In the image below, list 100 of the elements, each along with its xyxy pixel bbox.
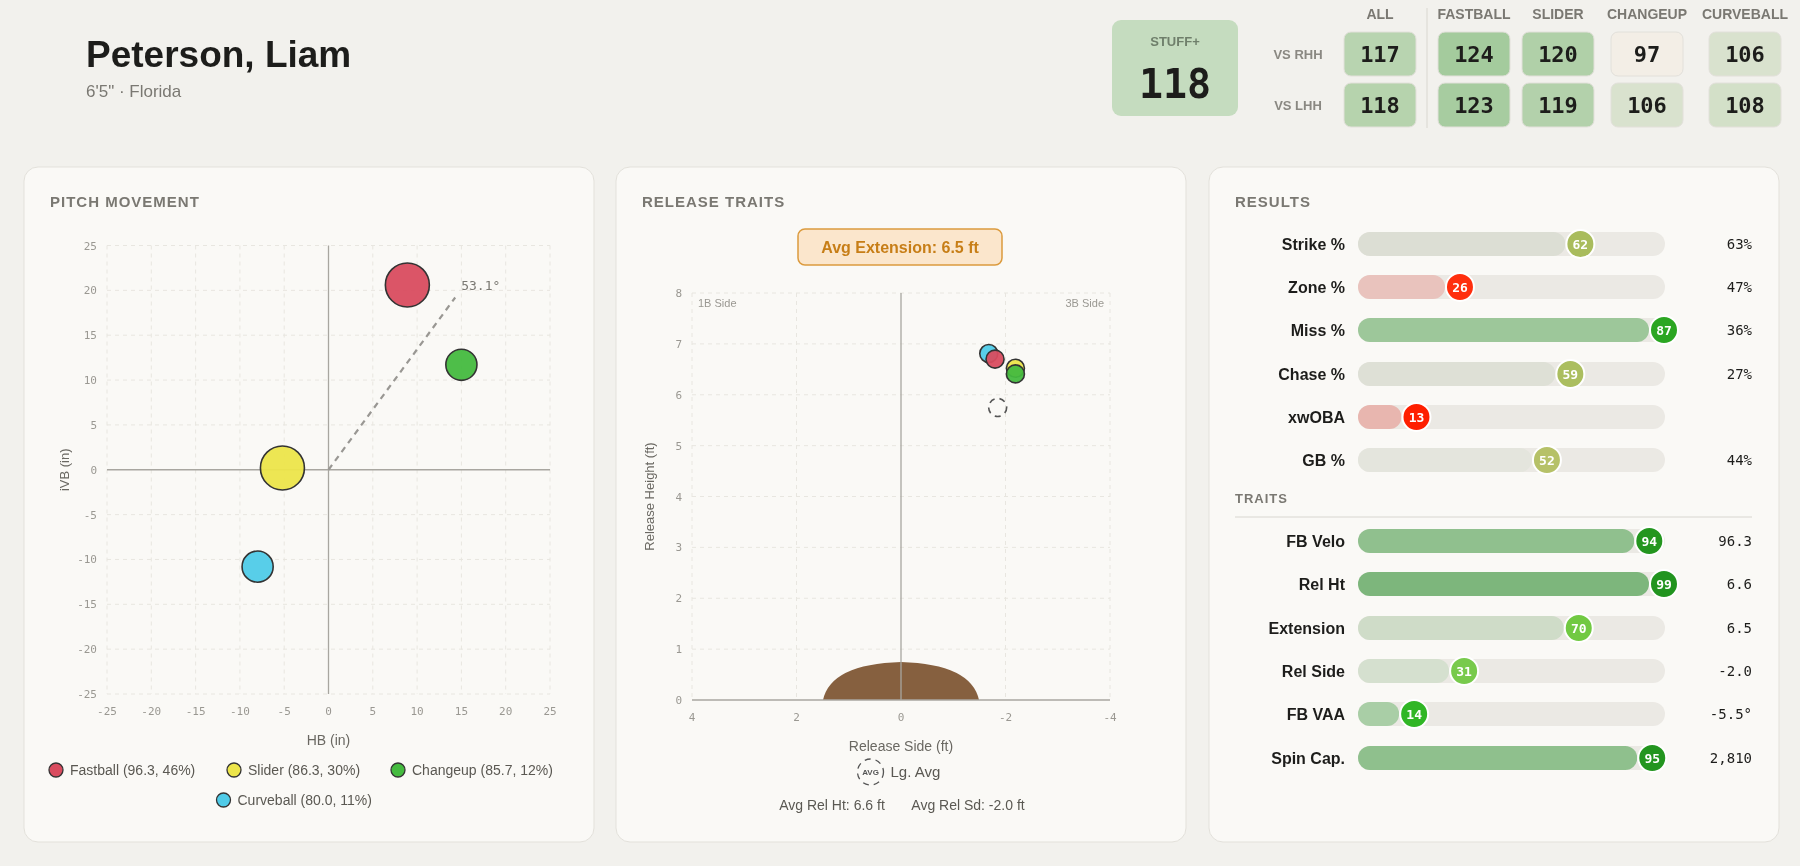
text: -2.0 <box>1718 663 1752 679</box>
text: AVG <box>862 768 879 777</box>
x-tick-label: 0 <box>325 705 332 718</box>
data-label: 108 <box>1725 93 1765 118</box>
chart-title: PITCH MOVEMENT <box>50 193 200 210</box>
text: 44% <box>1726 452 1753 468</box>
y-tick-label: 20 <box>83 284 97 298</box>
x-tick-label: -2 <box>998 711 1013 724</box>
y-tick-label: 10 <box>83 374 97 388</box>
text: Avg Rel Sd: -2.0 ft <box>911 797 1025 813</box>
y-tick-label: -10 <box>77 553 97 567</box>
data-label: 13 <box>1408 410 1425 425</box>
data-label: 120 <box>1538 42 1578 67</box>
y-tick-label: 25 <box>83 239 97 253</box>
y-tick-label: 3 <box>675 541 682 555</box>
y-tick-label: Rel Ht <box>1298 576 1346 593</box>
text: 27% <box>1726 366 1753 382</box>
text: 6'5" · Florida <box>86 82 182 101</box>
text: Peterson, Liam <box>86 34 352 75</box>
y-tick-label: 15 <box>83 329 97 343</box>
legend-label: Slider (86.3, 30%) <box>248 762 361 778</box>
y-tick-label: FB Velo <box>1286 533 1346 550</box>
x-tick-label: -10 <box>229 705 250 718</box>
x-tick-label: -20 <box>141 705 162 718</box>
legend-label: Changeup (85.7, 12%) <box>412 762 553 778</box>
y-tick-label: 8 <box>675 287 682 300</box>
y-tick-label: 0 <box>675 694 682 707</box>
x-tick-label: 20 <box>499 705 513 718</box>
data-label: 124 <box>1454 42 1494 67</box>
text: -5.5° <box>1709 706 1752 722</box>
data-label: 70 <box>1570 621 1587 636</box>
y-axis-title: iVB (in) <box>57 448 72 492</box>
y-tick-label: 5 <box>90 418 97 432</box>
legend-label: Curveball (80.0, 11%) <box>237 792 372 808</box>
y-tick-label: 4 <box>675 490 683 504</box>
y-tick-label: -5 <box>83 508 97 522</box>
x-axis-title: Release Side (ft) <box>848 738 954 754</box>
y-tick-label: Miss % <box>1290 322 1345 339</box>
x-tick-label: -4 <box>1103 711 1117 724</box>
y-tick-label: 5 <box>675 439 682 453</box>
y-tick-label: Rel Side <box>1281 663 1346 680</box>
text: 6.5 <box>1726 620 1752 636</box>
x-tick-label: CHANGEUP <box>1606 6 1688 22</box>
x-tick-label: ALL <box>1366 6 1395 22</box>
data-label: 97 <box>1633 42 1661 67</box>
x-tick-label: 4 <box>688 711 696 724</box>
y-tick-label: Spin Cap. <box>1271 750 1345 767</box>
x-tick-label: -15 <box>185 705 206 718</box>
annotation: 1B Side <box>698 297 737 309</box>
x-tick-label: SLIDER <box>1532 6 1584 22</box>
text: 96.3 <box>1718 533 1752 549</box>
data-label: 119 <box>1538 93 1578 118</box>
x-axis-title: HB (in) <box>306 732 351 748</box>
x-tick-label: -5 <box>277 705 291 718</box>
text: 36% <box>1726 322 1753 338</box>
y-tick-label: FB VAA <box>1286 706 1346 723</box>
y-tick-label: 6 <box>675 388 682 402</box>
chart-title: TRAITS <box>1235 491 1288 506</box>
annotation: 3B Side <box>1065 297 1104 309</box>
data-label: 31 <box>1456 664 1473 679</box>
y-tick-label: 2 <box>675 592 682 606</box>
y-tick-label: VS RHH <box>1273 47 1323 62</box>
y-tick-label: GB % <box>1302 452 1345 469</box>
text: 47% <box>1726 279 1753 295</box>
data-label: 99 <box>1656 577 1672 592</box>
y-tick-label: VS LHH <box>1274 98 1322 113</box>
data-label: 59 <box>1562 367 1579 382</box>
y-tick-label: Chase % <box>1278 366 1345 383</box>
y-tick-label: -15 <box>77 598 97 612</box>
text: Avg Rel Ht: 6.6 ft <box>779 797 885 813</box>
x-tick-label: CURVEBALL <box>1701 6 1789 22</box>
data-label: 87 <box>1656 323 1672 338</box>
legend-label: Fastball (96.3, 46%) <box>70 762 196 778</box>
annotation: 53.1° <box>461 277 501 293</box>
x-tick-label: 15 <box>454 705 469 718</box>
chart-title: RESULTS <box>1235 193 1311 210</box>
text: 6.6 <box>1726 576 1752 592</box>
data-label: 14 <box>1406 707 1423 722</box>
y-tick-label: -25 <box>77 688 97 701</box>
y-tick-label: xwOBA <box>1288 409 1346 426</box>
y-tick-label: 1 <box>675 643 682 657</box>
chart-title: RELEASE TRAITS <box>642 193 786 210</box>
y-tick-label: Extension <box>1268 620 1345 637</box>
data-label: 117 <box>1360 42 1400 67</box>
data-label: 62 <box>1572 237 1589 252</box>
data-label: 94 <box>1641 534 1658 549</box>
data-label: 118 <box>1360 93 1400 118</box>
x-tick-label: 5 <box>369 705 377 718</box>
text: 63% <box>1726 236 1753 252</box>
y-tick-label: 7 <box>675 337 682 351</box>
x-tick-label: 10 <box>410 705 424 718</box>
text: 118 <box>1138 61 1212 107</box>
y-tick-label: -20 <box>77 643 97 657</box>
x-tick-label: 2 <box>793 711 800 724</box>
data-label: 123 <box>1454 93 1494 118</box>
y-tick-label: Zone % <box>1288 279 1345 296</box>
data-label: 52 <box>1539 453 1555 468</box>
y-tick-label: Strike % <box>1281 236 1345 253</box>
x-tick-label: 0 <box>897 711 905 724</box>
x-tick-label: FASTBALL <box>1437 6 1511 22</box>
